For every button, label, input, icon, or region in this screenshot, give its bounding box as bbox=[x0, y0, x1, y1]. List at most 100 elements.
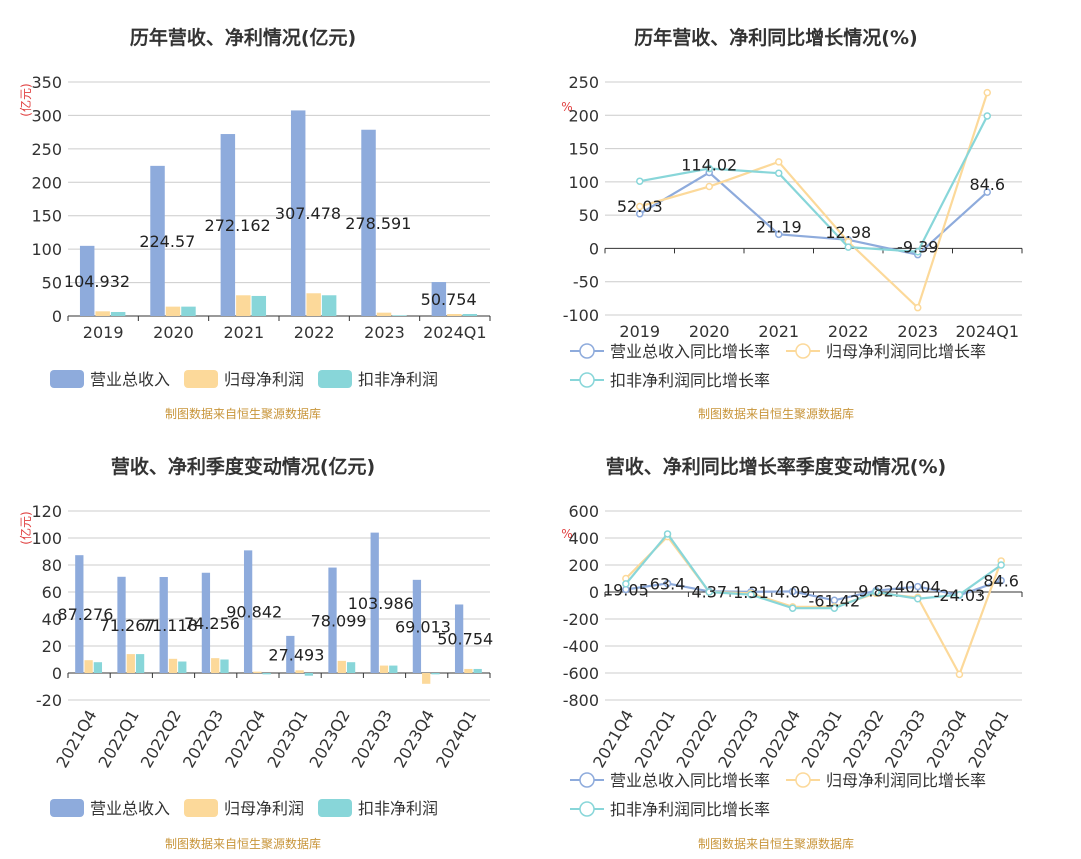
legend-label: 营业总收入同比增长率 bbox=[610, 771, 770, 790]
bar-1-10 bbox=[454, 604, 464, 673]
bar-1-5 bbox=[361, 129, 376, 316]
x-tick-label: 2023Q1 bbox=[263, 707, 311, 771]
x-tick-label: 2019 bbox=[619, 322, 660, 341]
y-tick-label: 60 bbox=[42, 583, 62, 602]
x-tick-label: 2021 bbox=[758, 322, 799, 341]
bar-3-1 bbox=[110, 311, 126, 316]
y-tick-label: -100 bbox=[563, 306, 599, 325]
data-label: 40.04 bbox=[895, 578, 941, 597]
bar-2-1 bbox=[95, 311, 110, 316]
bar-2-1 bbox=[84, 660, 93, 673]
legend-swatch-2 bbox=[184, 370, 218, 388]
legend-marker-3 bbox=[579, 801, 595, 817]
data-label: 224.57 bbox=[139, 232, 195, 251]
point-1-5 bbox=[788, 587, 797, 596]
bar-1-2 bbox=[117, 576, 126, 673]
data-label: 52.03 bbox=[617, 197, 663, 216]
y-tick-label: -600 bbox=[563, 664, 599, 683]
y-tick-label: 0 bbox=[52, 307, 62, 326]
bar-3-6 bbox=[304, 673, 314, 676]
data-label: 84.6 bbox=[969, 175, 1005, 194]
bar-1-1 bbox=[79, 245, 95, 316]
legend-marker-1 bbox=[579, 343, 595, 359]
bar-3-7 bbox=[346, 662, 356, 673]
y-tick-label: 0 bbox=[589, 239, 599, 258]
y-tick-label: 250 bbox=[568, 73, 599, 92]
series-line-1 bbox=[639, 171, 988, 256]
data-label: 9.82 bbox=[858, 582, 894, 601]
y-tick-label: 250 bbox=[31, 140, 62, 159]
x-tick-label: 2020 bbox=[689, 322, 730, 341]
legend-swatch-3 bbox=[318, 370, 352, 388]
bar-3-2 bbox=[135, 654, 145, 673]
data-label: 74.256 bbox=[184, 614, 240, 633]
y-tick-label: 0 bbox=[589, 583, 599, 602]
y-tick-label: 150 bbox=[31, 207, 62, 226]
source-note: 制图数据来自恒生聚源数据库 bbox=[165, 406, 321, 421]
x-tick-label: 2024Q1 bbox=[964, 707, 1012, 771]
bar-2-8 bbox=[379, 665, 389, 673]
bar-2-7 bbox=[337, 660, 346, 673]
bar-2-5 bbox=[376, 312, 392, 316]
point-3-4 bbox=[844, 243, 852, 251]
data-label: 71.267 bbox=[100, 616, 156, 635]
bar-1-6 bbox=[286, 635, 295, 673]
x-tick-label: 2022 bbox=[828, 322, 869, 341]
point-2-9 bbox=[955, 670, 964, 679]
legend-label: 扣非净利润 bbox=[358, 370, 438, 389]
series-line-1 bbox=[625, 579, 1002, 602]
legend-label: 归母净利润 bbox=[224, 370, 304, 389]
bar-3-3 bbox=[251, 295, 267, 316]
y-tick-label: -50 bbox=[573, 273, 599, 292]
point-1-2 bbox=[663, 579, 672, 588]
legend-label: 扣非净利润同比增长率 bbox=[610, 371, 770, 390]
bar-2-4 bbox=[306, 293, 321, 316]
x-tick-label: 2024Q1 bbox=[432, 707, 480, 771]
point-3-1 bbox=[622, 580, 630, 588]
data-label: 90.842 bbox=[226, 603, 282, 622]
bar-3-2 bbox=[181, 306, 196, 316]
chart-panel-2: 历年营收、净利同比增长情况(%)% -100 -50 0 50 100 150 200 250 2… bbox=[561, 26, 1023, 421]
x-tick-label: 2022Q4 bbox=[221, 707, 269, 771]
point-1-8 bbox=[914, 582, 922, 591]
point-3-6 bbox=[983, 112, 991, 120]
bar-2-6 bbox=[295, 670, 304, 673]
point-3-8 bbox=[914, 595, 922, 603]
point-3-4 bbox=[747, 590, 755, 599]
y-tick-label: -20 bbox=[36, 691, 62, 710]
x-tick-label: 2019 bbox=[83, 323, 124, 342]
bar-2-9 bbox=[422, 673, 431, 684]
bar-2-5 bbox=[253, 671, 262, 673]
legend-label: 扣非净利润同比增长率 bbox=[610, 800, 770, 819]
chart-title: 营收、净利同比增长率季度变动情况(%) bbox=[606, 455, 946, 478]
bar-3-10 bbox=[473, 668, 482, 673]
point-3-3 bbox=[705, 588, 713, 596]
legend-marker-2 bbox=[795, 772, 811, 788]
data-label: 84.6 bbox=[983, 572, 1019, 591]
chart-title: 营收、净利季度变动情况(亿元) bbox=[111, 455, 375, 478]
bar-1-8 bbox=[370, 532, 379, 673]
legend-marker-3 bbox=[579, 372, 595, 388]
bar-1-6 bbox=[431, 282, 447, 316]
legend-marker-1 bbox=[579, 772, 595, 788]
data-label: -24.03 bbox=[934, 586, 986, 605]
chart-title: 历年营收、净利同比增长情况(%) bbox=[634, 26, 917, 49]
legend-swatch-1 bbox=[50, 799, 84, 817]
y-tick-label: 40 bbox=[42, 610, 62, 629]
chart-panel-4: 营收、净利同比增长率季度变动情况(%)% -800 -600 -400 -200 0 200… bbox=[561, 455, 1023, 851]
point-2-1 bbox=[636, 202, 644, 211]
y-tick-label: 300 bbox=[31, 106, 62, 125]
point-3-3 bbox=[775, 169, 783, 177]
point-3-5 bbox=[914, 248, 922, 256]
bar-1-3 bbox=[159, 576, 168, 673]
data-label: 114.02 bbox=[681, 156, 737, 175]
x-tick-label: 2023 bbox=[897, 322, 938, 341]
y-tick-label: 100 bbox=[568, 173, 599, 192]
point-3-10 bbox=[997, 561, 1005, 569]
x-tick-label: 2022Q3 bbox=[179, 707, 227, 771]
x-tick-label: 2021Q4 bbox=[52, 707, 100, 771]
y-tick-label: 100 bbox=[31, 240, 62, 259]
x-tick-label: 2020 bbox=[153, 323, 194, 342]
data-label: 307.478 bbox=[275, 204, 341, 223]
